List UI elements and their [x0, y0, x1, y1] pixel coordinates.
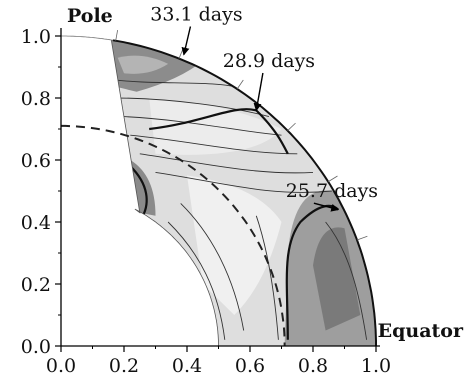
bold-contours	[129, 108, 339, 340]
x-tick-label-4: 0.8	[298, 355, 328, 377]
contour-lines	[61, 29, 377, 347]
contour-line-9	[255, 215, 279, 340]
contour-25-7	[285, 204, 339, 340]
y-tick-label-4: 0.8	[21, 88, 51, 110]
contour-line-7	[180, 203, 245, 331]
labels: Pole Equator	[67, 5, 464, 342]
annotation-arrow-3	[313, 202, 340, 212]
pole-light	[117, 55, 169, 74]
contour-28-9	[149, 108, 289, 155]
contour-line-10	[325, 221, 368, 340]
surface-tick-1	[115, 29, 119, 41]
x-tick-label-2: 0.4	[172, 355, 202, 377]
surface-tick-3	[236, 79, 244, 90]
surface-tick-6	[356, 235, 368, 241]
contour-line-8	[167, 221, 226, 340]
contour-group	[111, 78, 368, 340]
equator-darker	[313, 227, 361, 331]
axes	[55, 28, 380, 352]
contour-line-4	[130, 134, 298, 155]
x-tick-label-3: 0.6	[235, 355, 265, 377]
annotation-arrow-1	[181, 26, 192, 56]
contour-line-6	[155, 171, 332, 193]
contour-line-3	[123, 116, 282, 136]
annotation-arrow-2	[253, 72, 264, 112]
y-tick-label-1: 0.2	[21, 274, 51, 296]
y-tick-label-2: 0.4	[21, 212, 51, 234]
surface-tick-5	[327, 175, 338, 183]
x-tick-label-5: 1.0	[361, 355, 391, 377]
x-tick-label-0: 0.0	[46, 355, 76, 377]
tick-labels: 0.0 0.2 0.4 0.6 0.8 1.0 0.0 0.2 0.4 0.6 0.8 1.0	[21, 26, 391, 377]
surface-tick-4	[287, 122, 296, 131]
annotation-label-1: 33.1 days	[150, 4, 242, 26]
y-tick-label-0: 0.0	[21, 336, 51, 358]
lowlat-light	[187, 175, 282, 315]
annotation-label-2: 28.9 days	[223, 50, 315, 72]
contour-inner-patch	[129, 165, 148, 217]
annotation-label-3: 25.7 days	[286, 180, 378, 202]
annotations: 33.1 days 28.9 days 25.7 days	[150, 4, 378, 212]
unit-circle-arc	[61, 35, 114, 41]
surface-arc	[112, 39, 377, 346]
tachocline-line	[61, 124, 286, 346]
x-tick-label-1: 0.2	[109, 355, 139, 377]
contour-line-2	[114, 97, 270, 118]
surface-tick-2	[178, 48, 184, 59]
contour-fill	[111, 40, 377, 347]
y-tick-label-3: 0.6	[21, 150, 51, 172]
pole-label: Pole	[67, 5, 113, 27]
equator-label: Equator	[378, 320, 464, 342]
contour-line-5	[139, 153, 314, 174]
y-tick-label-5: 1.0	[21, 26, 51, 48]
shaded-regions	[111, 40, 376, 346]
